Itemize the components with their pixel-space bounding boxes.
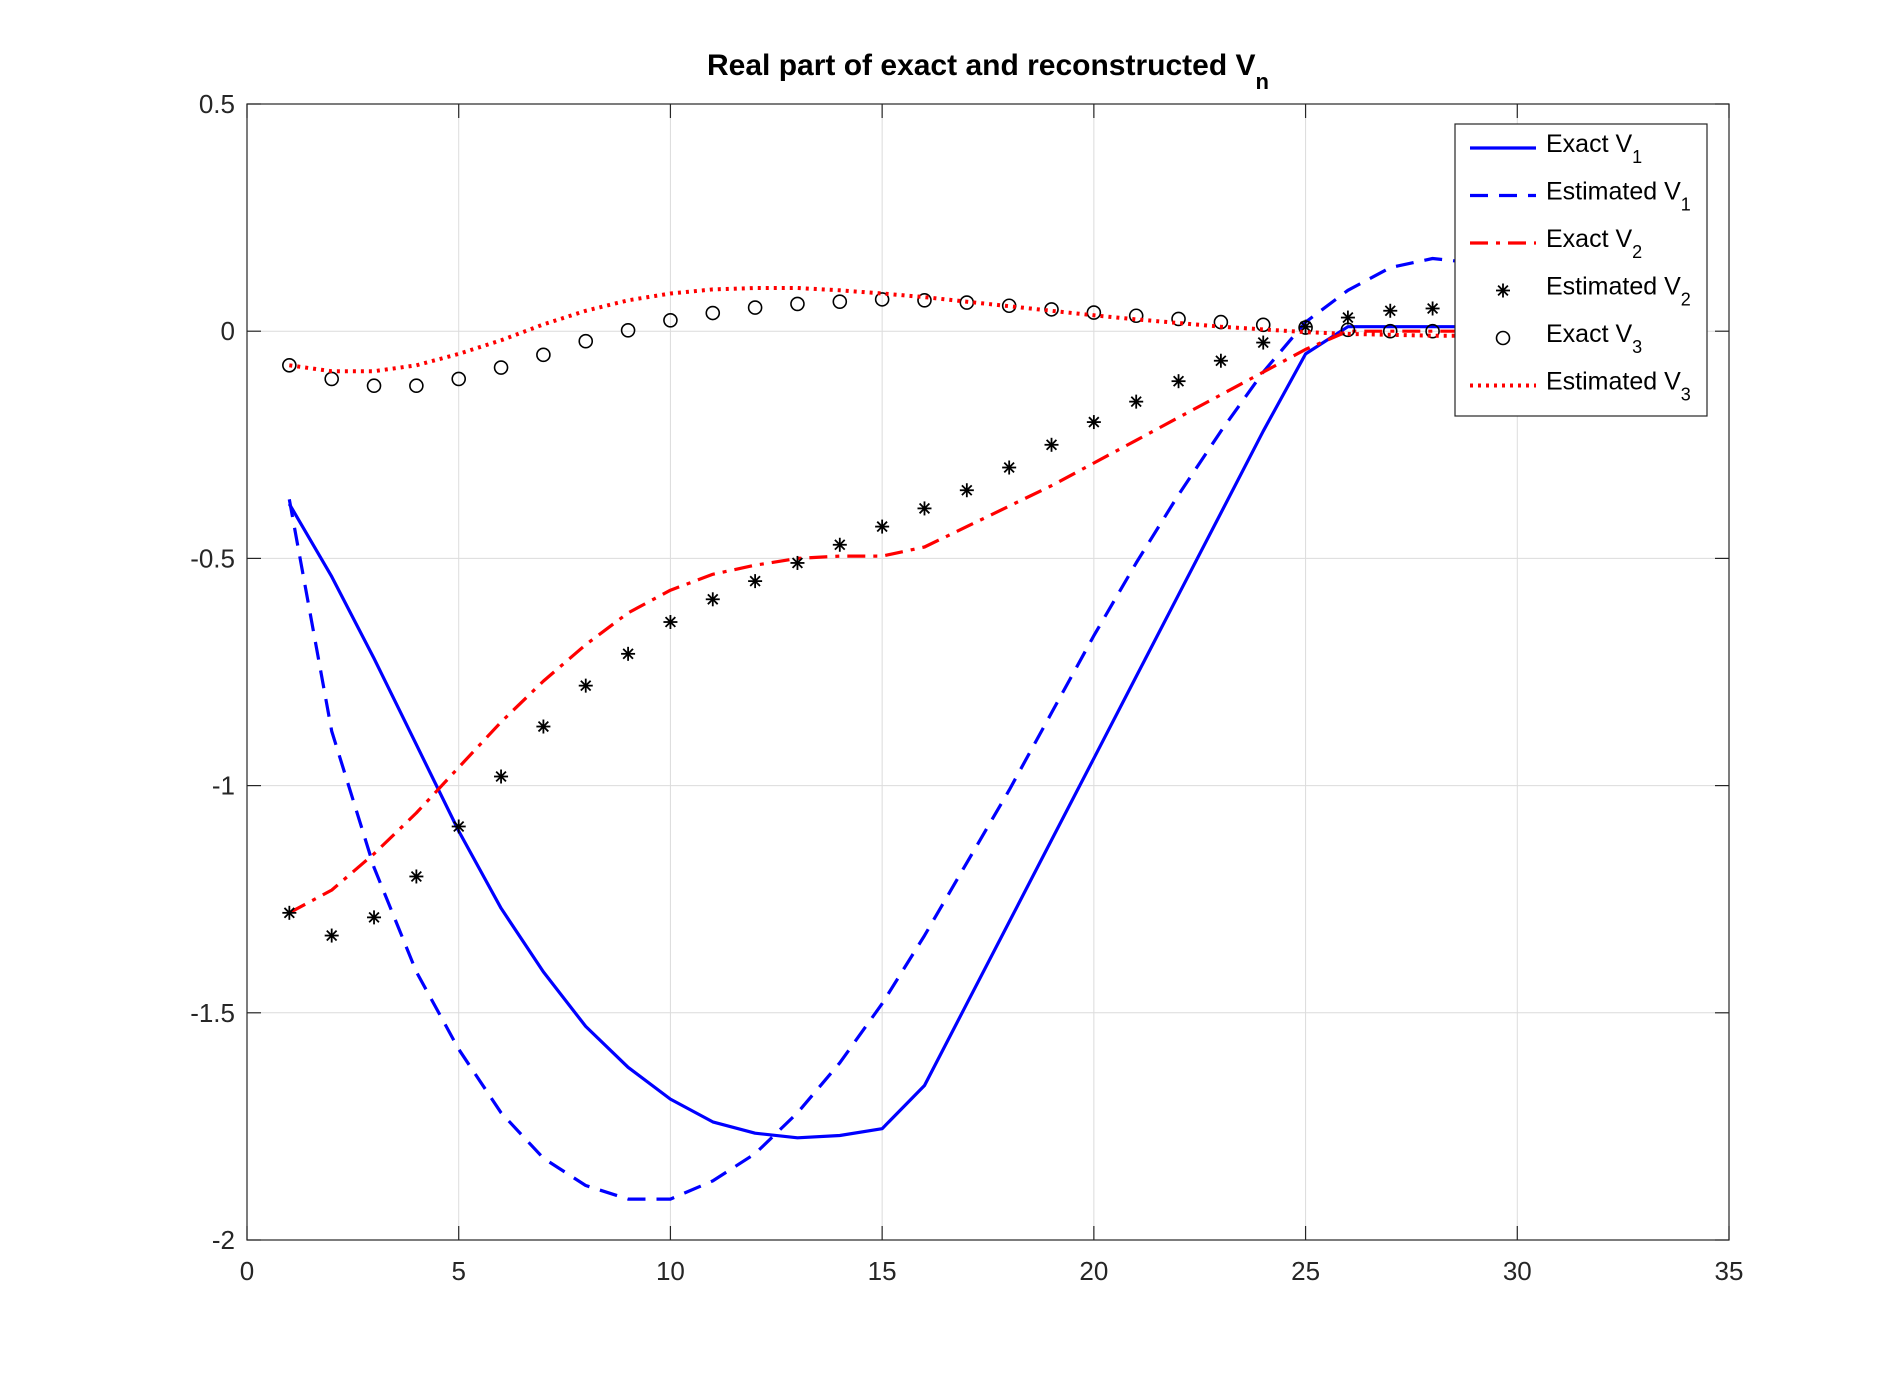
legend-label: Estimated V1 [1546,178,1691,215]
x-tick-label: 15 [868,1256,897,1286]
data-point [536,347,551,363]
y-tick-label: -0.5 [190,543,235,573]
legend-entry: Estimated V3 [1470,368,1691,405]
data-point [620,322,636,338]
data-point [705,305,721,321]
series-3 [288,329,1475,915]
data-point [1002,460,1017,475]
data-point [917,501,932,516]
data-point [1340,310,1355,325]
axis-ticks: 0 5 10 15 20 25 30 35 -2 -1.5 -1 -0.5 0 0.5 [190,89,1743,1286]
legend-entry: Exact V3 [1495,320,1642,357]
data-point [1044,437,1059,452]
data-point [1298,320,1313,335]
x-tick-label: 35 [1715,1256,1744,1286]
y-tick-label: 0 [221,316,235,346]
x-tick-label: 25 [1291,1256,1320,1286]
y-tick-label: -1.5 [190,998,235,1028]
data-point [748,574,763,589]
chart-title-subscript: n [1256,69,1269,94]
legend-entry: Exact V2 [1470,225,1642,262]
data-point [1128,308,1144,324]
data-point [1256,335,1271,350]
data-point [621,646,636,661]
data-point [663,615,678,630]
data-point [409,869,424,884]
data-point [536,719,551,734]
data-point [874,292,890,307]
chart-title: Real part of exact and reconstructed Vn [707,49,1269,94]
data-point [663,312,678,328]
legend-entry: Exact V1 [1470,130,1642,167]
series-line [289,286,1475,374]
x-tick-label: 20 [1079,1256,1108,1286]
data-point [1086,415,1101,430]
data-point [578,678,593,693]
data-point [493,360,509,375]
series-2 [287,256,1476,1201]
data-point [1129,394,1144,409]
data-point [282,357,297,373]
data-point [1340,322,1356,338]
legend-swatch [1496,283,1510,298]
data-point [366,378,382,394]
data-point [832,537,847,552]
data-point [1425,301,1440,316]
series-line [287,256,1476,1201]
data-point [832,294,848,309]
legend-swatch [1495,330,1511,346]
data-point [1171,374,1186,389]
legend-label: Exact V2 [1546,225,1642,262]
data-point [409,378,424,394]
data-point [1086,305,1102,320]
series-6 [289,286,1475,374]
legend-label: Estimated V2 [1546,273,1691,310]
x-tick-label: 30 [1503,1256,1532,1286]
data-point [451,371,467,387]
legend: Exact V1 Estimated V1 Exact V2 Estimated V2… [1454,123,1708,417]
data-point [282,905,297,920]
x-tick-label: 0 [240,1256,254,1286]
series-line [288,329,1475,915]
legend-entry: Estimated V2 [1496,273,1691,310]
data-point [959,483,974,498]
y-tick-label: 0.5 [199,89,235,119]
data-point [494,769,509,784]
data-point [367,910,382,925]
data-point [790,555,805,570]
y-tick-label: -2 [212,1225,235,1255]
data-point [1255,317,1271,333]
legend-label: Exact V1 [1546,130,1642,167]
axes-box [246,103,1730,1241]
x-tick-label: 5 [451,1256,465,1286]
data-point [1383,303,1398,318]
series-line [287,325,1475,1140]
data-point [875,519,890,534]
data-point [1425,323,1440,339]
y-tick-label: -1 [212,771,235,801]
legend-box [1454,123,1708,417]
plot-series [282,256,1476,1201]
data-point [451,819,466,834]
series-1 [287,325,1475,1140]
x-tick-label: 10 [656,1256,685,1286]
data-point [1171,311,1186,327]
legend-label: Exact V3 [1546,320,1642,357]
series-5 [282,292,1440,394]
data-point [578,333,594,349]
data-point [747,300,763,315]
data-point [1213,353,1228,368]
data-point [917,293,932,308]
legend-label: Estimated V3 [1546,368,1691,405]
data-point [790,296,805,312]
data-point [324,928,339,943]
data-point [705,592,720,607]
legend-entry: Estimated V1 [1470,178,1691,215]
data-point [1382,323,1398,339]
series-4 [282,301,1440,943]
